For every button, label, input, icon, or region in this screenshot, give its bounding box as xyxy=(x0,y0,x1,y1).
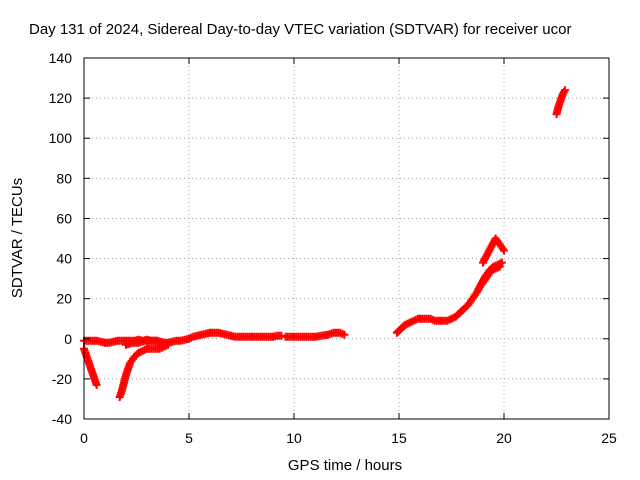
data-point xyxy=(340,330,349,339)
data-point xyxy=(497,258,506,267)
y-tick-label: 80 xyxy=(56,170,72,186)
y-axis-label: SDTVAR / TECUs xyxy=(9,178,26,298)
plot-area-frame xyxy=(83,57,610,420)
grid-lines xyxy=(84,58,609,419)
y-tick-label: 60 xyxy=(56,210,72,226)
y-tick-label: 120 xyxy=(49,90,73,106)
x-tick-label: 0 xyxy=(80,430,88,446)
data-segment xyxy=(115,340,172,401)
x-tick-label: 25 xyxy=(601,430,617,446)
data-point xyxy=(92,380,101,389)
y-tick-label: 40 xyxy=(56,251,72,267)
data-point xyxy=(277,331,286,340)
x-tick-label: 10 xyxy=(286,430,302,446)
data-point xyxy=(495,262,504,271)
chart-title: Day 131 of 2024, Sidereal Day-to-day VTE… xyxy=(29,21,571,38)
y-tick-label: 100 xyxy=(49,130,73,146)
data-segment xyxy=(474,262,504,293)
series-sdtvar xyxy=(80,86,569,401)
data-point xyxy=(159,338,168,347)
y-tick-label: -40 xyxy=(52,411,72,427)
data-segment xyxy=(122,336,168,349)
y-tick-label: 140 xyxy=(49,50,73,66)
y-tick-label: 20 xyxy=(56,291,72,307)
y-tick-label: 0 xyxy=(64,331,72,347)
x-axis-ticks: 0 5 10 15 20 25 xyxy=(80,58,617,446)
y-axis-ticks: -40 -20 0 20 40 60 80 100 120 140 xyxy=(49,50,609,427)
data-segment xyxy=(552,86,569,119)
x-tick-label: 5 xyxy=(185,430,193,446)
x-axis-label: GPS time / hours xyxy=(288,457,402,474)
data-point xyxy=(500,246,508,255)
data-series xyxy=(80,86,569,401)
data-point xyxy=(560,86,569,95)
data-segment xyxy=(281,328,349,341)
x-tick-label: 20 xyxy=(496,430,512,446)
y-tick-label: -20 xyxy=(52,371,72,387)
data-segment xyxy=(479,234,508,267)
data-point xyxy=(164,340,172,349)
x-tick-label: 15 xyxy=(391,430,407,446)
